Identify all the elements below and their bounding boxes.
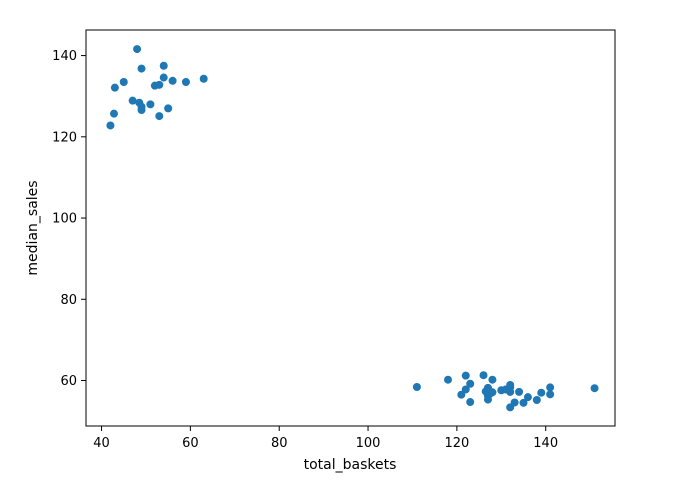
data-point [155, 112, 164, 121]
data-point [510, 398, 519, 407]
data-point [590, 384, 599, 393]
data-point [164, 104, 173, 113]
x-tick-label: 100 [356, 436, 381, 451]
data-point [106, 121, 115, 130]
data-point [466, 379, 475, 388]
data-point [412, 383, 421, 392]
x-tick-label: 120 [444, 436, 469, 451]
data-point [506, 387, 515, 396]
y-tick-label: 80 [60, 293, 77, 308]
data-point [546, 390, 555, 399]
data-point [466, 398, 475, 407]
y-tick-label: 100 [52, 212, 77, 227]
data-point [159, 73, 168, 82]
data-point [461, 385, 470, 394]
data-point [546, 383, 555, 392]
ticks-layer: 40 60 80 100 120 140 60 80 100 120 140 [52, 49, 558, 451]
data-point [181, 77, 190, 86]
y-tick-label: 120 [52, 130, 77, 145]
data-point [515, 387, 524, 396]
data-point [199, 74, 208, 83]
data-point [532, 396, 541, 405]
data-point [537, 388, 546, 397]
y-axis-label: median_sales [25, 180, 41, 275]
data-point [128, 96, 137, 105]
data-point [109, 109, 118, 118]
data-point [168, 76, 177, 85]
data-point [461, 371, 470, 380]
y-tick-label: 140 [52, 49, 77, 64]
x-tick-label: 40 [93, 436, 110, 451]
data-point [146, 100, 155, 109]
data-point [110, 83, 119, 92]
data-point [479, 371, 488, 380]
data-point [137, 106, 146, 115]
x-tick-label: 140 [533, 436, 558, 451]
data-point [119, 77, 128, 86]
data-point [443, 375, 452, 384]
points-layer [106, 45, 599, 412]
data-point [133, 45, 142, 54]
plot-frame [85, 29, 616, 427]
data-point [159, 61, 168, 70]
x-axis-label: total_baskets [304, 457, 397, 473]
data-point [488, 388, 497, 397]
data-point [488, 375, 497, 384]
data-point [137, 64, 146, 73]
data-point [523, 393, 532, 402]
x-tick-label: 60 [182, 436, 199, 451]
data-point [457, 390, 466, 399]
x-tick-label: 80 [271, 436, 288, 451]
data-point [483, 395, 492, 404]
y-tick-label: 60 [60, 374, 77, 389]
data-point [519, 398, 528, 407]
data-point [155, 80, 164, 89]
